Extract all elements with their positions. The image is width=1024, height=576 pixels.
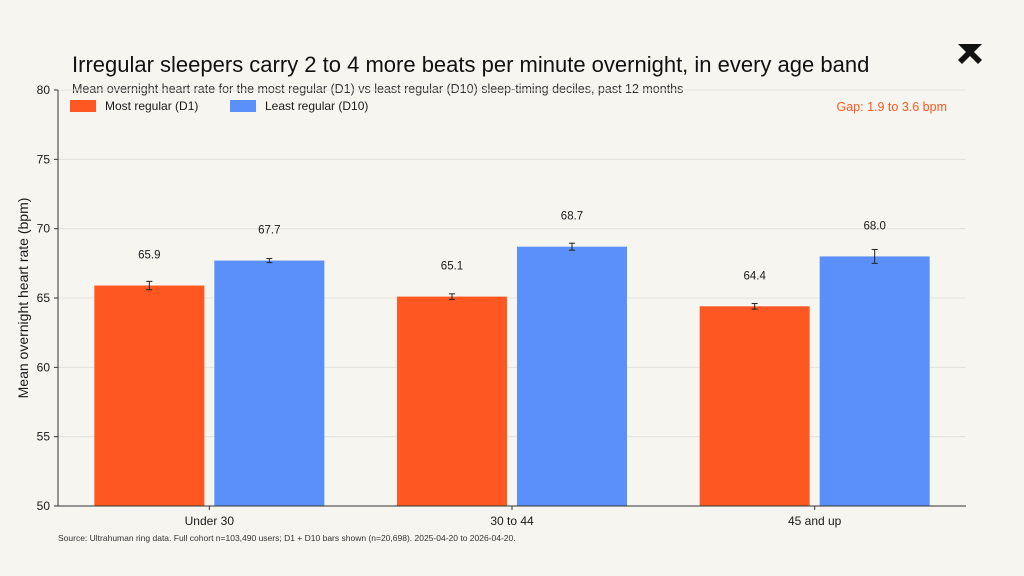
bars — [94, 246, 930, 506]
value-label: 68.7 — [561, 211, 583, 223]
y-tick-label: 50 — [37, 499, 51, 513]
value-label: 68.0 — [863, 220, 885, 232]
y-tick-label: 75 — [37, 152, 51, 166]
legend-label-d1: Most regular (D1) — [105, 99, 198, 113]
y-tick-label: 65 — [37, 291, 51, 305]
value-label: 65.9 — [138, 250, 160, 262]
legend-swatch-d10 — [230, 100, 256, 112]
bar — [699, 306, 810, 506]
value-labels: 65.9 67.7 65.1 68.7 64.4 68.0 — [138, 211, 886, 283]
gridlines — [58, 89, 966, 438]
chart-subtitle: Mean overnight heart rate for the most r… — [72, 82, 684, 96]
source-note: Source: Ultrahuman ring data. Full cohor… — [58, 533, 516, 543]
x-ticks: Under 30 30 to 44 45 and up — [185, 506, 842, 528]
x-tick-label: 45 and up — [788, 514, 842, 528]
bar — [397, 296, 507, 506]
chart-title: Irregular sleepers carry 2 to 4 more bea… — [72, 52, 870, 77]
x-tick-label: 30 to 44 — [490, 514, 534, 528]
bar — [517, 246, 627, 506]
y-tick-label: 55 — [37, 430, 51, 444]
brand-logo-icon — [958, 44, 982, 64]
bar — [819, 256, 930, 506]
bar — [214, 260, 325, 506]
bar — [94, 285, 205, 506]
x-tick-label: Under 30 — [185, 514, 235, 528]
value-label: 67.7 — [258, 225, 280, 237]
value-label: 64.4 — [743, 270, 766, 282]
legend: Most regular (D1) Least regular (D10) — [70, 99, 368, 113]
legend-label-d10: Least regular (D10) — [265, 99, 368, 113]
error-bars — [146, 242, 878, 310]
y-ticks: 50 55 60 65 70 75 80 — [37, 83, 58, 513]
value-label: 65.1 — [441, 261, 463, 273]
gap-annotation: Gap: 1.9 to 3.6 bpm — [837, 100, 948, 114]
legend-swatch-d1 — [70, 100, 96, 112]
y-tick-label: 70 — [37, 222, 51, 236]
y-axis-title: Mean overnight heart rate (bpm) — [15, 198, 31, 399]
y-tick-label: 80 — [37, 83, 51, 97]
y-tick-label: 60 — [37, 360, 51, 374]
